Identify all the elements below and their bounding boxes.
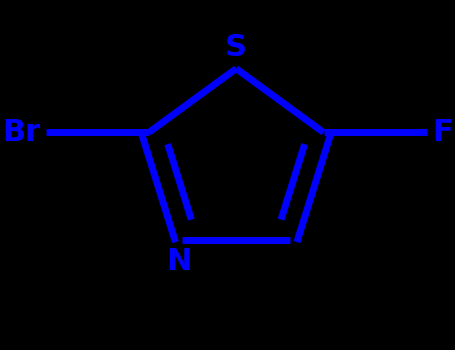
Text: Br: Br xyxy=(2,118,40,147)
Text: S: S xyxy=(225,33,247,62)
Text: N: N xyxy=(167,247,192,276)
Text: F: F xyxy=(432,118,453,147)
